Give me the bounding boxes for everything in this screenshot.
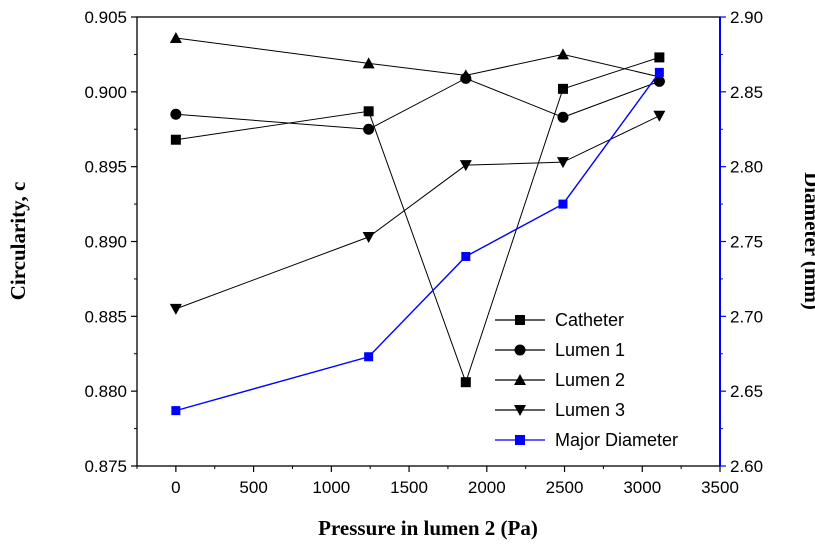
point-lumen-1 xyxy=(557,111,569,123)
series-line-catheter xyxy=(175,56,660,384)
point-major-diameter xyxy=(364,352,374,362)
legend-marker-catheter xyxy=(515,315,525,325)
series-major-diameter xyxy=(171,67,664,416)
y-left-tick-label: 0.900 xyxy=(84,83,127,102)
point-major-diameter xyxy=(171,406,181,416)
point-catheter xyxy=(557,83,568,94)
x-tick-label: 1500 xyxy=(390,478,428,497)
point-catheter xyxy=(170,134,181,145)
x-tick-label: 3000 xyxy=(623,478,661,497)
x-tick-label: 500 xyxy=(239,478,267,497)
right-axis-title: Diameter (mm) xyxy=(800,172,815,310)
y-left-tick-label: 0.880 xyxy=(84,382,127,401)
legend-marker-major-diameter xyxy=(515,435,525,445)
legend-marker-lumen-3 xyxy=(514,405,526,416)
point-lumen-1 xyxy=(363,123,375,135)
legend-label-major-diameter: Major Diameter xyxy=(555,430,678,450)
y-right-tick-label: 2.80 xyxy=(730,158,763,177)
point-lumen-3 xyxy=(556,157,569,169)
x-tick-label: 3500 xyxy=(701,478,739,497)
x-tick-label: 2500 xyxy=(546,478,584,497)
series-lumen-1 xyxy=(170,72,665,135)
y-right-tick-label: 2.75 xyxy=(730,233,763,252)
series-line-lumen-2 xyxy=(175,37,660,78)
point-lumen-1 xyxy=(170,108,182,120)
y-right-tick-label: 2.90 xyxy=(730,8,763,27)
point-lumen-2 xyxy=(556,48,569,60)
point-lumen-3 xyxy=(653,110,666,122)
y-left-tick-label: 0.890 xyxy=(84,233,127,252)
legend-label-lumen-2: Lumen 2 xyxy=(555,370,625,390)
y-left-tick-label: 0.885 xyxy=(84,307,127,326)
x-axis-title: Pressure in lumen 2 (Pa) xyxy=(318,516,538,540)
y-right-tick-label: 2.70 xyxy=(730,307,763,326)
x-tick-label: 0 xyxy=(171,478,180,497)
legend-label-catheter: Catheter xyxy=(555,310,624,330)
series-lumen-2 xyxy=(169,31,666,82)
y-left-tick-label: 0.905 xyxy=(84,8,127,27)
point-lumen-2 xyxy=(169,31,182,43)
series-lumen-3 xyxy=(169,110,666,315)
left-axis-title: Circularity, c xyxy=(6,182,30,301)
point-catheter xyxy=(654,52,665,63)
point-lumen-2 xyxy=(362,57,375,69)
y-left-tick-label: 0.875 xyxy=(84,457,127,476)
legend-label-lumen-3: Lumen 3 xyxy=(555,400,625,420)
series-line-lumen-1 xyxy=(175,77,660,130)
point-major-diameter xyxy=(461,251,471,261)
point-lumen-3 xyxy=(169,303,182,315)
y-right-tick-label: 2.65 xyxy=(730,382,763,401)
y-right-tick-label: 2.60 xyxy=(730,457,763,476)
legend: Catheter Lumen 1 Lumen 2 Lumen 3 Major Diame… xyxy=(495,310,678,450)
point-major-diameter xyxy=(558,199,568,209)
point-lumen-3 xyxy=(459,160,472,172)
series-line-lumen-3 xyxy=(175,115,660,310)
x-tick-label: 1000 xyxy=(312,478,350,497)
point-catheter xyxy=(460,377,471,388)
y-left-tick-label: 0.895 xyxy=(84,158,127,177)
point-lumen-3 xyxy=(362,232,375,244)
legend-marker-lumen-1 xyxy=(514,344,526,356)
y-right-tick-label: 2.85 xyxy=(730,83,763,102)
legend-label-lumen-1: Lumen 1 xyxy=(555,340,625,360)
point-lumen-2 xyxy=(459,69,472,81)
x-tick-label: 2000 xyxy=(468,478,506,497)
series-catheter xyxy=(170,52,665,388)
plot-frame xyxy=(136,16,721,467)
point-catheter xyxy=(363,106,374,117)
legend-marker-lumen-2 xyxy=(514,374,526,385)
point-major-diameter xyxy=(654,67,664,77)
